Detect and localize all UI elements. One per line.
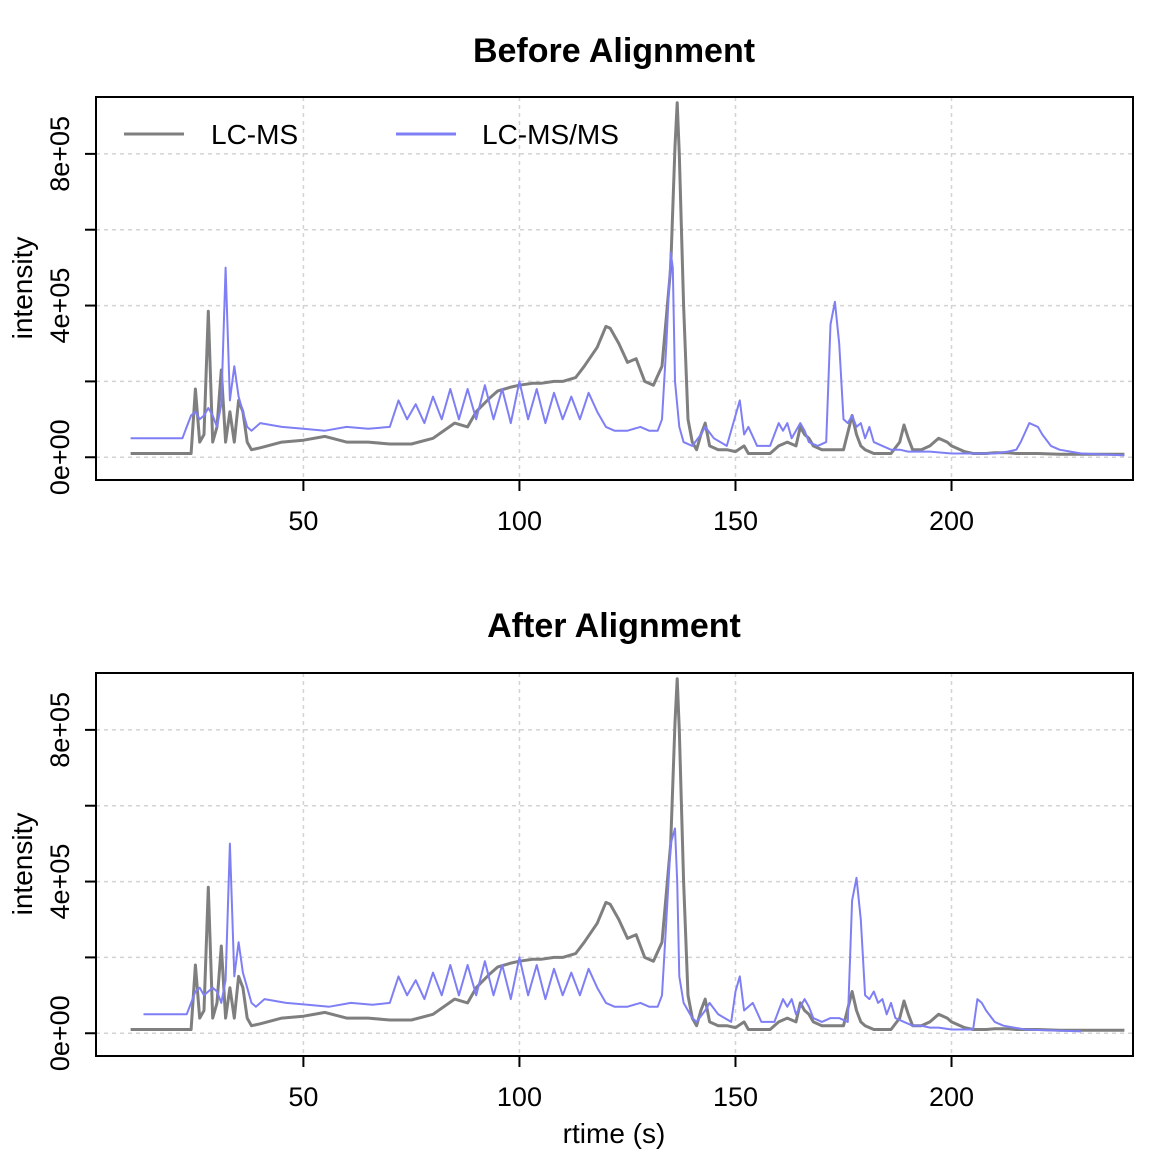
y-tick-label: 4e+05 bbox=[45, 268, 75, 344]
chart-title: After Alignment bbox=[487, 607, 741, 645]
y-axis-label: intensity bbox=[7, 237, 38, 340]
series-line-lcmsms bbox=[130, 251, 1125, 457]
x-axis-label: rtime (s) bbox=[563, 1118, 666, 1149]
x-tick-label: 150 bbox=[713, 1082, 758, 1112]
plot-area: 50 100 150 200 0e+00 4e+05 8e+05 bbox=[45, 96, 1134, 536]
x-tick-label: 100 bbox=[497, 1082, 542, 1112]
x-tick-label: 200 bbox=[929, 1082, 974, 1112]
series-line-lcms bbox=[130, 677, 1125, 1032]
x-tick-label: 50 bbox=[288, 1082, 318, 1112]
plot-frame bbox=[95, 96, 1134, 481]
plot-area: 50 100 150 200 0e+00 4e+05 8e+05 bbox=[45, 672, 1134, 1112]
x-tick-label: 200 bbox=[929, 506, 974, 536]
y-tick-label: 0e+00 bbox=[45, 995, 75, 1071]
chart-title: Before Alignment bbox=[473, 32, 755, 70]
plot-frame bbox=[95, 672, 1134, 1057]
x-tick-label: 50 bbox=[288, 506, 318, 536]
y-tick-label: 4e+05 bbox=[45, 844, 75, 920]
x-tick-label: 100 bbox=[497, 506, 542, 536]
panel-after-alignment: After Alignment intensity rtime (s) 50 10… bbox=[7, 607, 1134, 1149]
x-tick-label: 150 bbox=[713, 506, 758, 536]
y-axis-label: intensity bbox=[7, 813, 38, 916]
legend-label-lcms: LC-MS bbox=[211, 119, 298, 150]
y-tick-label: 8e+05 bbox=[45, 116, 75, 192]
y-tick-label: 0e+00 bbox=[45, 419, 75, 495]
panel-before-alignment: Before Alignment intensity 50 100 150 200 0e… bbox=[7, 32, 1134, 536]
legend: LC-MS LC-MS/MS bbox=[124, 119, 619, 150]
y-tick-label: 8e+05 bbox=[45, 692, 75, 768]
series-line-lcms bbox=[130, 101, 1125, 456]
series-line-lcmsms bbox=[143, 827, 1082, 1033]
legend-label-lcmsms: LC-MS/MS bbox=[482, 119, 619, 150]
